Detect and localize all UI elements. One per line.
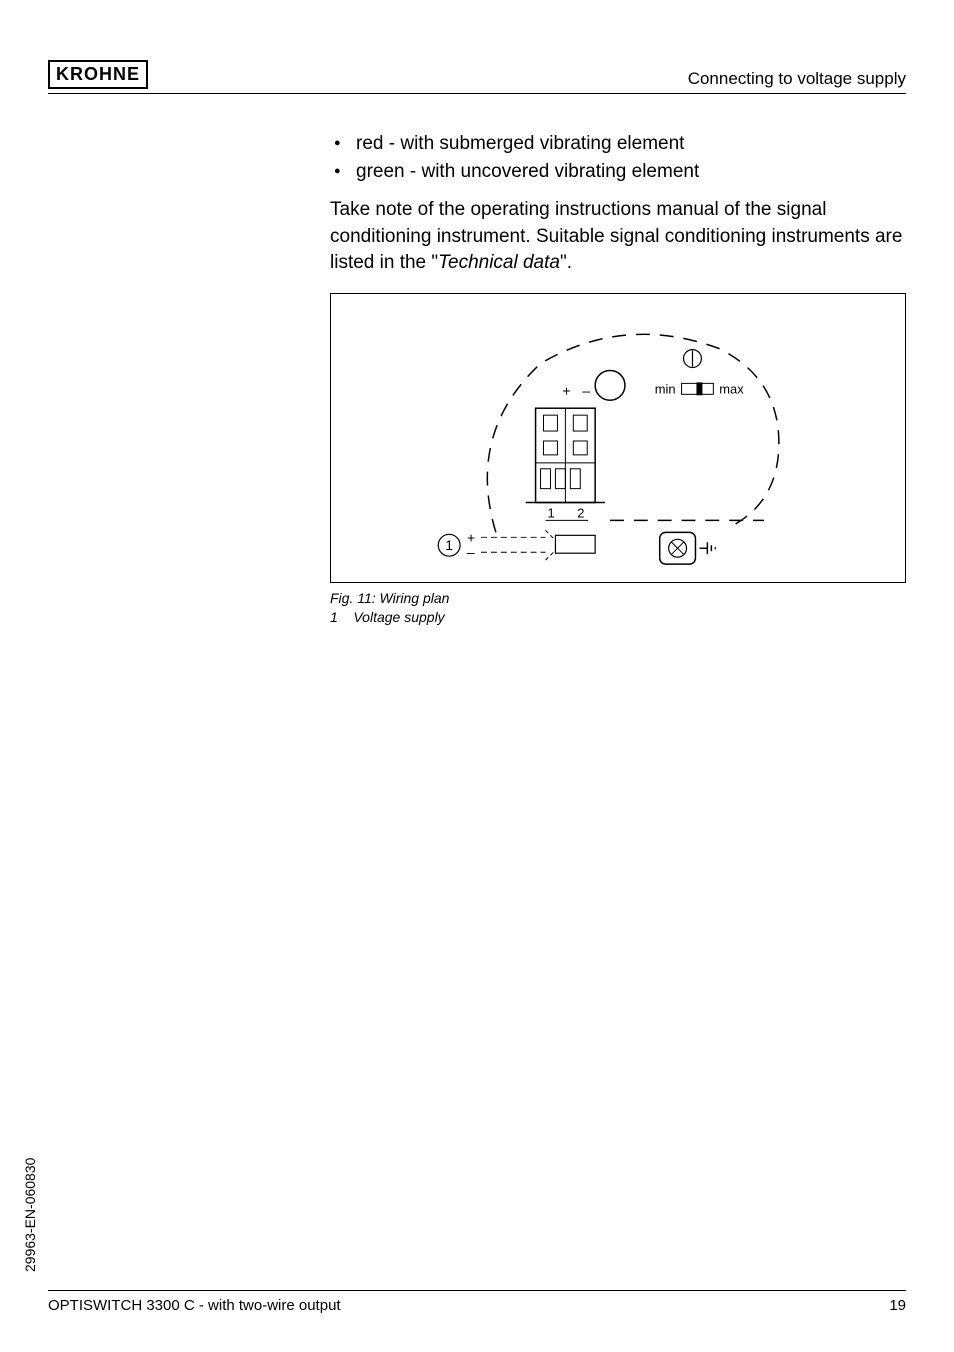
terminal-screw bbox=[573, 441, 587, 455]
caption-item-text: Voltage supply bbox=[353, 609, 444, 625]
terminal-num-1: 1 bbox=[547, 505, 554, 520]
page-footer: OPTISWITCH 3300 C - with two-wire output… bbox=[48, 1290, 906, 1314]
caption-list: 1 Voltage supply bbox=[330, 608, 906, 627]
cable-gland-icon bbox=[595, 370, 625, 400]
bullet-item: red - with submerged vibrating element bbox=[330, 130, 906, 158]
label-minus-bottom: – bbox=[467, 544, 475, 560]
body-paragraph: Take note of the operating instructions … bbox=[330, 197, 906, 277]
footer-left: OPTISWITCH 3300 C - with two-wire output bbox=[48, 1297, 341, 1314]
terminal-port bbox=[570, 469, 580, 489]
bullet-list: red - with submerged vibrating element g… bbox=[330, 130, 906, 185]
label-max: max bbox=[719, 381, 744, 396]
terminal-port bbox=[555, 469, 565, 489]
terminal-screw bbox=[544, 441, 558, 455]
footer-page-number: 19 bbox=[889, 1297, 906, 1314]
label-min: min bbox=[655, 381, 676, 396]
bullet-item: green - with uncovered vibrating element bbox=[330, 158, 906, 186]
slider-thumb bbox=[696, 382, 702, 395]
paragraph-pre: Take note of the operating instructions … bbox=[330, 199, 902, 273]
connector-box bbox=[555, 535, 595, 553]
wiring-diagram: min max + – 1 2 bbox=[330, 293, 906, 583]
wire-dashed bbox=[546, 530, 556, 540]
terminal-num-2: 2 bbox=[577, 505, 584, 520]
terminal-screw bbox=[573, 415, 587, 431]
label-minus-top: – bbox=[582, 382, 590, 398]
terminal-screw bbox=[544, 415, 558, 431]
page-header: KROHNE Connecting to voltage supply bbox=[48, 60, 906, 94]
diagram-svg: min max + – 1 2 bbox=[331, 294, 905, 582]
label-plus-bottom: + bbox=[467, 529, 475, 545]
wire-dashed bbox=[546, 550, 556, 560]
paragraph-post: ". bbox=[560, 252, 572, 273]
header-title: Connecting to voltage supply bbox=[688, 69, 906, 89]
logo: KROHNE bbox=[48, 60, 148, 89]
content-area: red - with submerged vibrating element g… bbox=[330, 130, 906, 627]
document-code: 29963-EN-060830 bbox=[22, 1158, 38, 1272]
caption-item-num: 1 bbox=[330, 609, 338, 625]
figure-caption: Fig. 11: Wiring plan bbox=[330, 589, 906, 608]
terminal-port bbox=[541, 469, 551, 489]
callout-one: 1 bbox=[445, 537, 453, 553]
paragraph-italic: Technical data bbox=[438, 252, 560, 273]
label-plus-top: + bbox=[562, 382, 570, 398]
